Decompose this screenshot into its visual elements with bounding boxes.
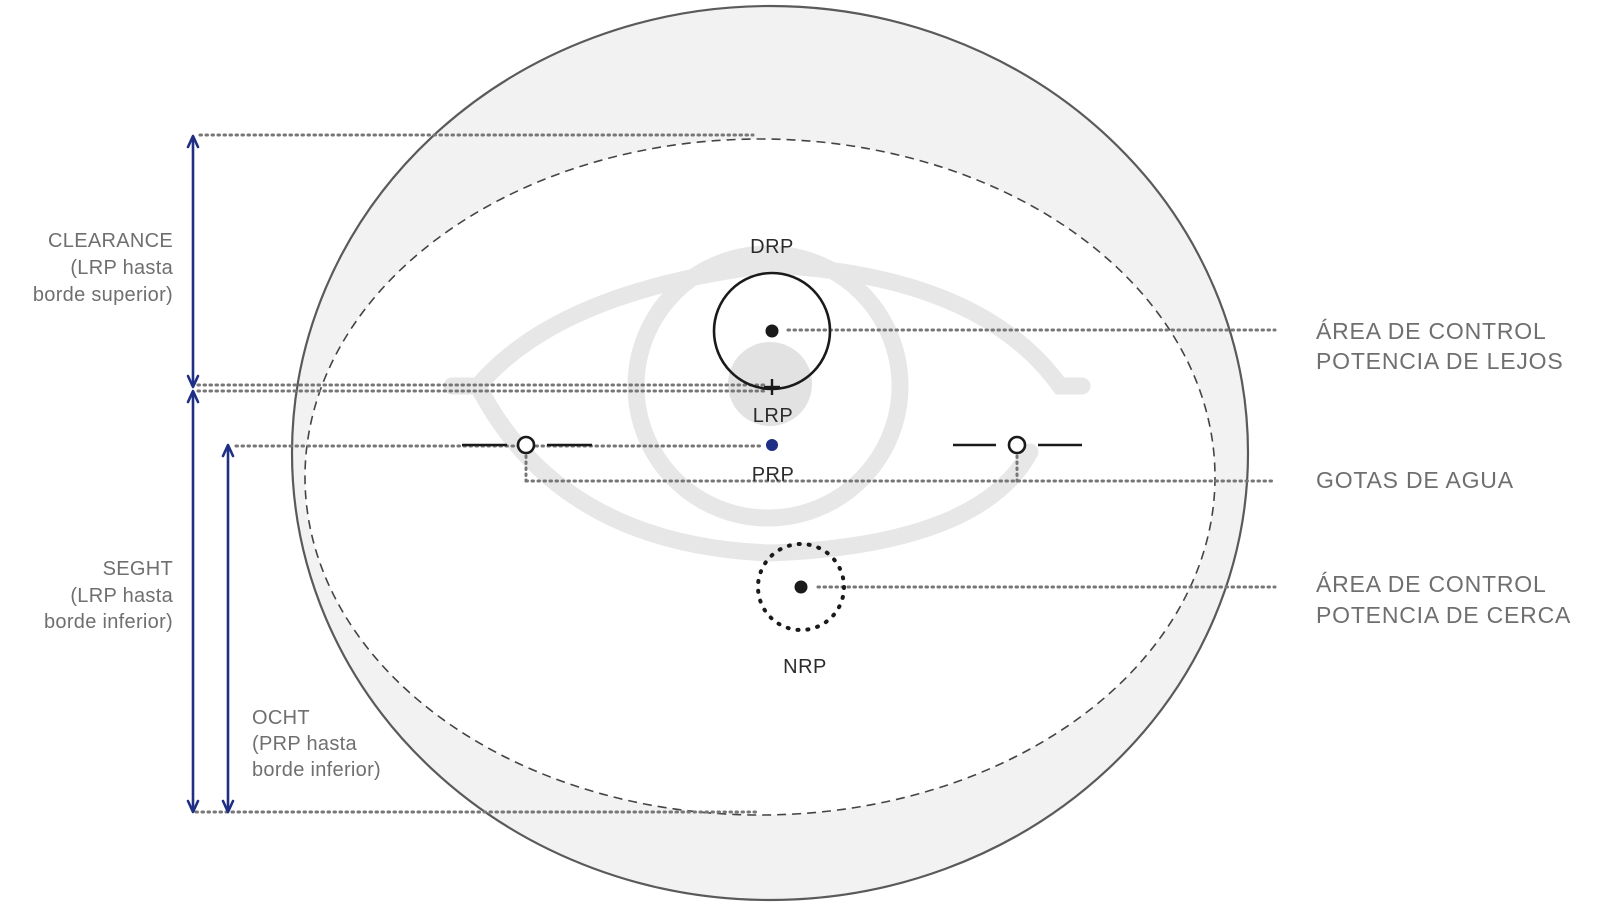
- svg-text:(LRP hasta: (LRP hasta: [70, 585, 173, 607]
- seght-label: SEGHT (LRP hasta borde inferior): [44, 558, 173, 633]
- nrp-dot: [794, 580, 808, 594]
- drp-label: DRP: [750, 236, 794, 258]
- svg-text:(LRP hasta: (LRP hasta: [70, 257, 173, 279]
- ocht-label: OCHT (PRP hasta borde inferior): [252, 707, 381, 781]
- ocht-arrow: [221, 443, 235, 814]
- water-drops-label: GOTAS DE AGUA: [1316, 467, 1514, 493]
- distance-control-area-label: ÁREA DE CONTROL POTENCIA DE LEJOS: [1316, 318, 1564, 374]
- svg-text:ÁREA DE CONTROL: ÁREA DE CONTROL: [1316, 571, 1547, 597]
- svg-text:CLEARANCE: CLEARANCE: [48, 230, 173, 252]
- svg-text:SEGHT: SEGHT: [103, 558, 173, 580]
- svg-text:POTENCIA DE CERCA: POTENCIA DE CERCA: [1316, 602, 1571, 628]
- svg-text:POTENCIA DE LEJOS: POTENCIA DE LEJOS: [1316, 348, 1564, 374]
- near-control-area-label: ÁREA DE CONTROL POTENCIA DE CERCA: [1316, 571, 1571, 628]
- svg-text:ÁREA DE CONTROL: ÁREA DE CONTROL: [1316, 318, 1547, 344]
- prp-dot: [766, 439, 778, 451]
- frame-outline: [304, 138, 1216, 816]
- svg-text:borde superior): borde superior): [33, 284, 173, 306]
- water-drop-left-marker: [462, 435, 592, 455]
- water-drop-right-marker: [953, 435, 1082, 455]
- svg-text:borde inferior): borde inferior): [252, 759, 381, 781]
- svg-text:GOTAS DE AGUA: GOTAS DE AGUA: [1316, 467, 1514, 493]
- lrp-label: LRP: [753, 405, 793, 427]
- seght-arrow: [186, 389, 200, 814]
- lrp-cross-marker-icon: [764, 379, 780, 395]
- nrp-circle: [756, 542, 846, 632]
- drp-dot: [765, 324, 779, 338]
- clearance-arrow: [186, 134, 200, 389]
- clearance-label: CLEARANCE (LRP hasta borde superior): [33, 230, 173, 306]
- svg-text:OCHT: OCHT: [252, 707, 310, 729]
- nrp-label: NRP: [783, 656, 827, 678]
- prp-label: PRP: [752, 464, 795, 486]
- svg-text:borde inferior): borde inferior): [44, 611, 173, 633]
- pupil-shade: [728, 342, 812, 426]
- svg-text:(PRP hasta: (PRP hasta: [252, 733, 357, 755]
